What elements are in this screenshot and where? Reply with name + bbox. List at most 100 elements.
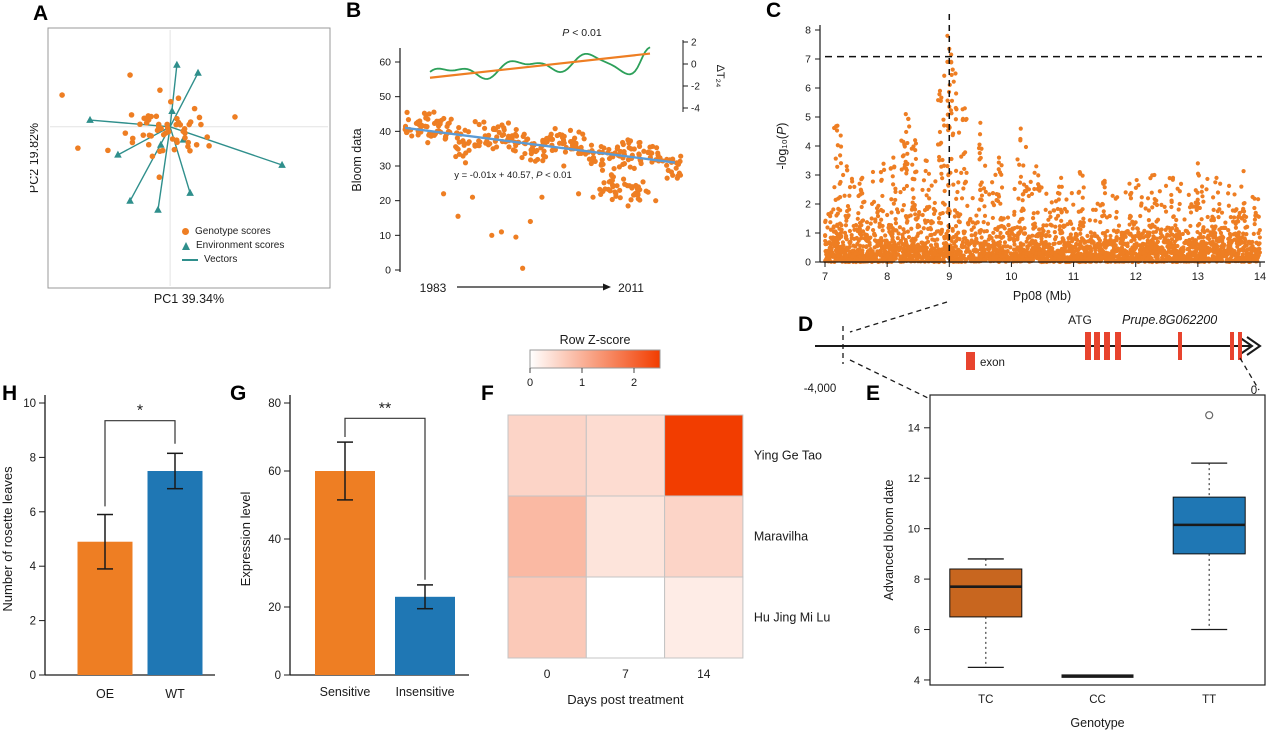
svg-text:2: 2 xyxy=(30,616,36,628)
svg-text:60: 60 xyxy=(379,57,391,69)
panel-label-c: C xyxy=(766,0,782,22)
svg-text:Ying Ge Tao: Ying Ge Tao xyxy=(754,449,822,463)
panel-label-g: G xyxy=(230,382,247,405)
panel-e-boxplot: 4 6 8 10 12 14 Advanced bloom date TC CC TT Genoty… xyxy=(882,394,1266,730)
svg-text:7: 7 xyxy=(822,271,828,283)
panel-label-a: A xyxy=(33,2,49,25)
svg-text:14: 14 xyxy=(697,667,711,681)
svg-text:Expression level: Expression level xyxy=(238,492,253,587)
svg-text:P < 0.01: P < 0.01 xyxy=(562,27,602,39)
svg-text:4: 4 xyxy=(30,561,37,573)
genotype-dot-icon xyxy=(182,228,189,235)
svg-text:**: ** xyxy=(379,400,391,417)
svg-text:TC: TC xyxy=(978,694,993,706)
svg-text:Genotype: Genotype xyxy=(1070,716,1124,730)
panel-f-heatmap: Row Z-score 0 1 2 Ying Ge Tao Maravilha Hu Jin… xyxy=(507,333,830,707)
panel-g-expression-bars: 0 20 40 60 80 Expression level Sensitive Insens… xyxy=(238,395,469,699)
panel-label-h: H xyxy=(2,382,18,405)
panel-d-gene-model: ATG Prupe.8G062200 exon -4,000 0 xyxy=(804,301,1262,399)
panel-label-f: F xyxy=(481,382,494,405)
svg-text:1: 1 xyxy=(805,228,811,240)
svg-text:7: 7 xyxy=(805,54,811,66)
svg-text:1983: 1983 xyxy=(420,281,447,295)
svg-text:Hu Jing Mi Lu: Hu Jing Mi Lu xyxy=(754,611,830,625)
svg-text:-4: -4 xyxy=(691,104,700,115)
svg-text:0: 0 xyxy=(527,377,533,389)
svg-text:2: 2 xyxy=(631,377,637,389)
svg-text:Row Z-score: Row Z-score xyxy=(560,333,631,347)
panel-a-legend: Genotype scores Environment scores Vecto… xyxy=(182,226,284,265)
svg-text:Pp08 (Mb): Pp08 (Mb) xyxy=(1013,289,1071,303)
panel-label-d: D xyxy=(798,313,814,336)
legend-label-genotype: Genotype scores xyxy=(195,226,271,237)
panel-h-rosette-bars: 0 2 4 6 8 10 Number of rosette leaves OE WT * xyxy=(0,395,215,701)
svg-text:12: 12 xyxy=(908,473,920,485)
svg-text:10: 10 xyxy=(379,230,391,242)
svg-text:ATG: ATG xyxy=(1068,313,1092,327)
svg-text:PC1 39.34%: PC1 39.34% xyxy=(154,292,224,306)
svg-text:exon: exon xyxy=(980,357,1005,369)
svg-text:3: 3 xyxy=(805,170,811,182)
svg-text:Advanced bloom date: Advanced bloom date xyxy=(882,479,896,600)
svg-text:-log₁₀(P): -log₁₀(P) xyxy=(775,123,789,170)
svg-text:9: 9 xyxy=(946,271,952,283)
svg-text:Number of rosette leaves: Number of rosette leaves xyxy=(0,466,15,612)
svg-text:8: 8 xyxy=(805,25,811,37)
svg-text:2: 2 xyxy=(691,38,697,49)
svg-text:6: 6 xyxy=(30,507,36,519)
svg-text:0: 0 xyxy=(544,667,551,681)
svg-text:0: 0 xyxy=(691,60,697,71)
svg-text:40: 40 xyxy=(379,126,391,138)
svg-text:4: 4 xyxy=(805,141,811,153)
svg-text:Days post treatment: Days post treatment xyxy=(567,692,684,707)
svg-text:2: 2 xyxy=(805,199,811,211)
svg-text:14: 14 xyxy=(1254,271,1266,283)
svg-text:8: 8 xyxy=(884,271,890,283)
svg-text:0: 0 xyxy=(1251,385,1257,397)
svg-text:0: 0 xyxy=(30,670,36,682)
svg-text:CC: CC xyxy=(1089,694,1106,706)
svg-text:60: 60 xyxy=(268,466,281,478)
vector-line-icon xyxy=(182,258,198,261)
svg-text:Prupe.8G062200: Prupe.8G062200 xyxy=(1122,313,1217,327)
svg-text:1: 1 xyxy=(579,377,585,389)
svg-text:OE: OE xyxy=(96,687,114,701)
svg-text:40: 40 xyxy=(268,534,281,546)
svg-text:11: 11 xyxy=(1068,271,1079,283)
svg-text:Maravilha: Maravilha xyxy=(754,530,808,544)
svg-text:*: * xyxy=(137,403,143,420)
panel-a-pca-biplot: PC1 39.34% PC2 19.82% xyxy=(30,27,331,306)
svg-text:14: 14 xyxy=(908,423,920,435)
svg-text:WT: WT xyxy=(165,687,185,701)
svg-text:80: 80 xyxy=(268,398,281,410)
svg-text:10: 10 xyxy=(908,523,920,535)
svg-text:4: 4 xyxy=(914,675,920,687)
svg-text:Bloom data: Bloom data xyxy=(350,128,364,191)
svg-text:50: 50 xyxy=(379,91,391,103)
svg-text:7: 7 xyxy=(622,667,629,681)
panel-label-b: B xyxy=(346,0,362,22)
svg-text:TT: TT xyxy=(1202,694,1216,706)
svg-text:10: 10 xyxy=(23,398,36,410)
svg-text:2011: 2011 xyxy=(618,281,644,295)
svg-text:0: 0 xyxy=(275,670,281,682)
svg-text:ΔT₂₄: ΔT₂₄ xyxy=(714,65,726,88)
svg-text:8: 8 xyxy=(914,574,920,586)
environment-triangle-icon xyxy=(182,241,190,250)
svg-text:10: 10 xyxy=(1005,271,1017,283)
panel-label-e: E xyxy=(866,382,881,405)
svg-text:-2: -2 xyxy=(691,82,700,93)
svg-text:8: 8 xyxy=(30,452,36,464)
svg-text:0: 0 xyxy=(805,257,811,269)
svg-text:20: 20 xyxy=(268,602,281,614)
svg-text:Insensitive: Insensitive xyxy=(395,685,454,699)
svg-text:20: 20 xyxy=(379,195,391,207)
svg-text:6: 6 xyxy=(914,624,920,636)
svg-text:-4,000: -4,000 xyxy=(804,383,837,395)
svg-text:12: 12 xyxy=(1130,271,1142,283)
legend-item-environment-scores: Environment scores xyxy=(182,240,284,251)
svg-text:Sensitive: Sensitive xyxy=(320,685,371,699)
